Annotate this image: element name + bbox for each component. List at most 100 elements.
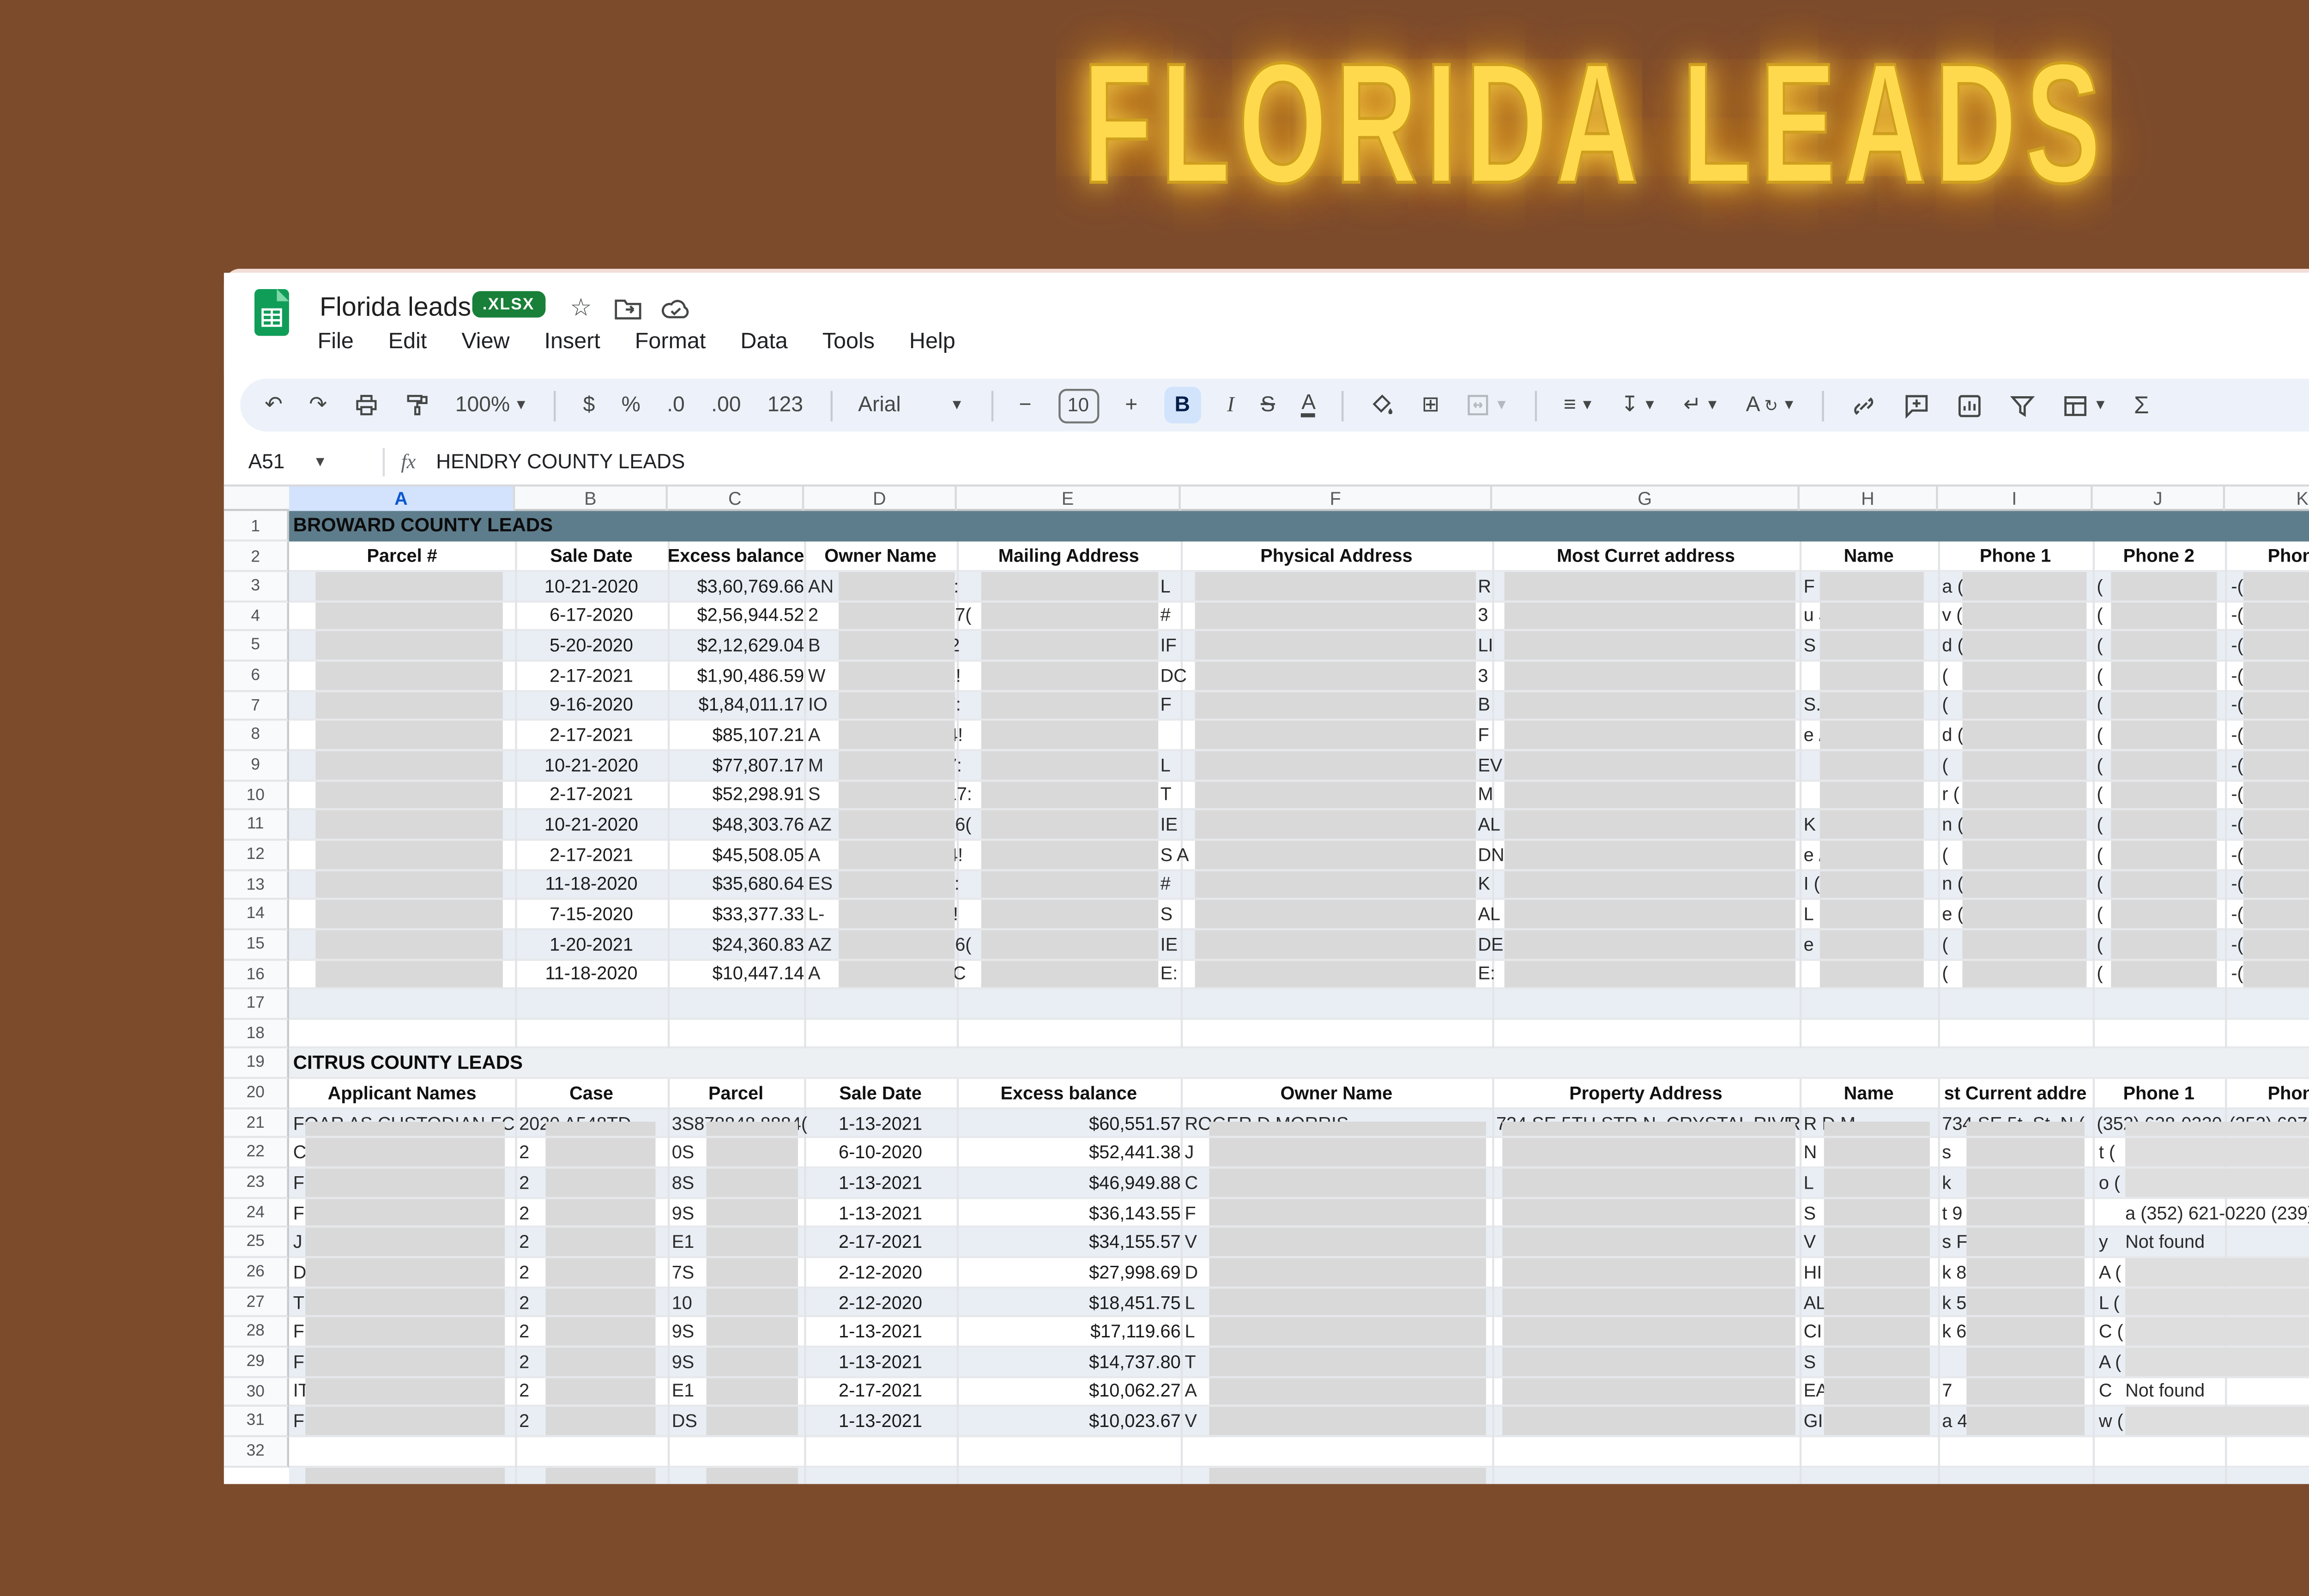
row-header-27[interactable]: 27 <box>224 1288 289 1318</box>
number-format-button[interactable]: 123 <box>767 393 804 417</box>
column-title[interactable]: Owner Name <box>824 545 937 566</box>
row-header-26[interactable]: 26 <box>224 1258 289 1288</box>
column-title[interactable]: Physical Address <box>1260 545 1413 566</box>
zoom-select[interactable]: 100% ▼ <box>455 393 528 417</box>
document-title[interactable]: Florida leads <box>320 291 471 322</box>
column-title[interactable]: Name <box>1844 545 1894 566</box>
menu-help[interactable]: Help <box>909 330 955 355</box>
cell-D22[interactable]: 6-10-2020 <box>839 1143 922 1163</box>
column-title[interactable]: Parcel <box>708 1082 764 1103</box>
cell-C4[interactable]: $2,56,944.52 <box>697 605 804 626</box>
cell-D31[interactable]: 1-13-2021 <box>839 1411 922 1432</box>
row-header-21[interactable]: 21 <box>224 1109 289 1139</box>
column-title[interactable]: Excess balance <box>1000 1082 1137 1103</box>
create-filter-button[interactable] <box>2010 392 2036 418</box>
row-header-19[interactable]: 19 <box>224 1049 289 1079</box>
column-header-E[interactable]: E <box>957 486 1181 511</box>
cell-D24[interactable]: 1-13-2021 <box>839 1202 922 1223</box>
column-title[interactable]: Sale Date <box>550 545 633 566</box>
percent-format-button[interactable]: % <box>621 393 641 417</box>
fill-color-button[interactable] <box>1371 393 1395 417</box>
text-wrap-button[interactable]: ↵ ▼ <box>1683 393 1720 417</box>
cell-B15[interactable]: 1-20-2021 <box>550 933 634 954</box>
column-title[interactable]: Phone 1 <box>2123 1082 2194 1103</box>
cell-B13[interactable]: 11-18-2020 <box>545 874 638 895</box>
bold-button[interactable]: B <box>1164 387 1201 423</box>
row-header-24[interactable]: 24 <box>224 1198 289 1228</box>
menu-edit[interactable]: Edit <box>388 330 427 355</box>
cell-B11[interactable]: 10-21-2020 <box>544 814 639 835</box>
cell-D29[interactable]: 1-13-2021 <box>839 1351 922 1372</box>
row-header-12[interactable]: 12 <box>224 840 289 871</box>
column-header-D[interactable]: D <box>804 486 957 511</box>
column-title[interactable]: Most Curret address <box>1557 545 1735 566</box>
merge-cells-button[interactable]: ▼ <box>1466 393 1509 417</box>
column-header-K[interactable]: K <box>2225 487 2309 511</box>
cell-B7[interactable]: 9-16-2020 <box>550 695 634 716</box>
redo-button[interactable]: ↷ <box>309 393 327 417</box>
column-title[interactable]: Case <box>569 1082 613 1103</box>
font-size-input[interactable]: 10 <box>1058 387 1099 423</box>
cell-C11[interactable]: $48,303.76 <box>712 814 804 835</box>
row-header-4[interactable]: 4 <box>224 602 289 632</box>
column-title[interactable]: Excess balance <box>667 545 804 566</box>
column-title[interactable]: Phone 2 <box>2267 1082 2309 1103</box>
cell-B6[interactable]: 2-17-2021 <box>550 665 634 686</box>
column-header-H[interactable]: H <box>1800 486 1938 511</box>
menu-data[interactable]: Data <box>740 330 788 355</box>
row-header-29[interactable]: 29 <box>224 1348 289 1378</box>
menu-format[interactable]: Format <box>635 330 706 355</box>
insert-comment-button[interactable] <box>1904 392 1930 418</box>
cell-D30[interactable]: 2-17-2021 <box>839 1381 922 1402</box>
row-header-7[interactable]: 7 <box>224 691 289 721</box>
grid-area[interactable]: BROWARD COUNTY LEADS 1 Parcel # Sale Date Ex… <box>224 511 2309 1484</box>
star-icon[interactable]: ☆ <box>570 293 592 322</box>
row-header-28[interactable]: 28 <box>224 1318 289 1348</box>
move-folder-icon[interactable] <box>615 297 641 320</box>
cell-B9[interactable]: 10-21-2020 <box>544 755 639 775</box>
row-header-13[interactable]: 13 <box>224 870 289 901</box>
cell-E26[interactable]: $27,998.69 <box>1089 1262 1181 1282</box>
functions-button[interactable]: Σ <box>2134 391 2149 420</box>
currency-format-button[interactable]: $ <box>583 393 595 417</box>
menu-insert[interactable]: Insert <box>544 330 600 355</box>
row-header-14[interactable]: 14 <box>224 900 289 930</box>
row-header-16[interactable]: 16 <box>224 960 289 990</box>
row-header-23[interactable]: 23 <box>224 1168 289 1199</box>
menu-tools[interactable]: Tools <box>822 330 875 355</box>
cell-D21[interactable]: 1-13-2021 <box>839 1112 922 1133</box>
increase-font-button[interactable]: + <box>1125 393 1138 417</box>
cell-C16[interactable]: $10,447.14 <box>712 963 804 984</box>
print-button[interactable] <box>353 393 378 417</box>
column-title[interactable]: Phone 1 <box>1979 545 2051 566</box>
cell-B8[interactable]: 2-17-2021 <box>550 725 634 745</box>
cell-E30[interactable]: $10,062.27 <box>1089 1381 1181 1402</box>
cloud-status-icon[interactable] <box>661 297 690 320</box>
column-header-C[interactable]: C <box>668 486 804 511</box>
formula-input[interactable]: HENDRY COUNTY LEADS <box>436 451 685 473</box>
column-title[interactable]: Applicant Names <box>327 1082 477 1103</box>
cell-C6[interactable]: $1,90,486.59 <box>697 665 804 686</box>
text-color-button[interactable]: A <box>1301 393 1316 417</box>
borders-button[interactable]: ⊞ <box>1421 393 1440 417</box>
cell-E27[interactable]: $18,451.75 <box>1089 1292 1181 1312</box>
insert-link-button[interactable] <box>1851 392 1877 418</box>
cell-B10[interactable]: 2-17-2021 <box>550 784 634 805</box>
cell-C3[interactable]: $3,60,769.66 <box>697 575 804 596</box>
row-header-31[interactable]: 31 <box>224 1407 289 1438</box>
cell-B3[interactable]: 10-21-2020 <box>544 575 639 596</box>
cell-E28[interactable]: $17,119.66 <box>1090 1321 1181 1342</box>
column-header-B[interactable]: B <box>515 486 668 511</box>
column-title[interactable]: Name <box>1844 1082 1894 1103</box>
column-title[interactable]: st Current addre <box>1944 1082 2087 1103</box>
font-select[interactable]: Arial ▼ <box>858 393 964 417</box>
row-header-9[interactable]: 9 <box>224 751 289 781</box>
cell-C14[interactable]: $33,377.33 <box>712 904 804 925</box>
column-title[interactable]: Sale Date <box>839 1082 922 1103</box>
vertical-align-button[interactable]: ↧ ▼ <box>1620 393 1657 417</box>
cell-D23[interactable]: 1-13-2021 <box>839 1172 922 1193</box>
cell-C10[interactable]: $52,298.91 <box>712 784 804 805</box>
italic-button[interactable]: I <box>1227 393 1234 417</box>
cell-B12[interactable]: 2-17-2021 <box>550 844 634 865</box>
column-title[interactable]: Property Address <box>1569 1082 1723 1103</box>
